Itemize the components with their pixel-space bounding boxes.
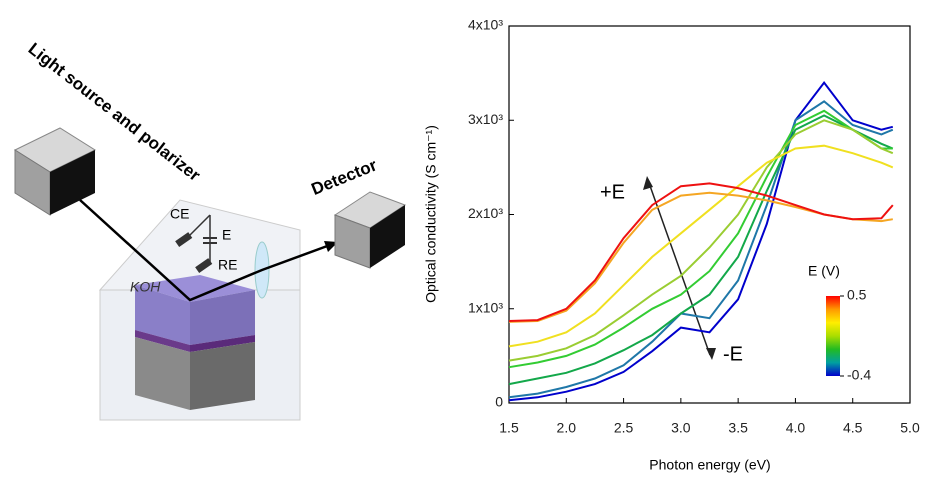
colorbar-tick-label: 0.5 bbox=[847, 287, 867, 303]
y-tick-label: 0 bbox=[495, 394, 503, 410]
series-line bbox=[508, 144, 894, 348]
series-line bbox=[508, 114, 894, 386]
setup-diagram: Light source and polarizer Detector CE E… bbox=[13, 39, 407, 421]
electrode-label: E bbox=[222, 227, 231, 243]
series-line bbox=[508, 109, 893, 369]
colorbar-title: E (V) bbox=[808, 263, 840, 279]
x-tick-label: 1.5 bbox=[499, 420, 519, 436]
y-tick-label: 3x10³ bbox=[468, 111, 503, 127]
series-line bbox=[508, 80, 894, 402]
series-line bbox=[508, 182, 894, 322]
annotation-arrow bbox=[648, 182, 711, 356]
y-tick-label: 1x10³ bbox=[468, 299, 503, 315]
electrode-label: RE bbox=[218, 257, 237, 273]
series-line bbox=[508, 100, 894, 399]
x-tick-label: 3.5 bbox=[728, 420, 748, 436]
x-tick-label: 5.0 bbox=[900, 420, 920, 436]
x-tick-label: 4.0 bbox=[786, 420, 806, 436]
x-tick-label: 2.5 bbox=[614, 420, 634, 436]
arrow-head bbox=[643, 176, 653, 190]
annotation: -E bbox=[723, 343, 743, 365]
y-tick-label: 2x10³ bbox=[468, 205, 503, 221]
x-tick-label: 2.0 bbox=[557, 420, 577, 436]
annotation: +E bbox=[600, 181, 625, 203]
x-axis-title: Photon energy (eV) bbox=[649, 457, 770, 473]
x-tick-label: 4.5 bbox=[843, 420, 863, 436]
x-tick-label: 3.0 bbox=[671, 420, 691, 436]
electrolyte-label: KOH bbox=[130, 279, 161, 295]
y-tick-label: 4x10³ bbox=[468, 17, 503, 33]
colorbar-tick-label: -0.4 bbox=[847, 367, 871, 383]
y-axis-title: Optical conductivity (S cm⁻¹) bbox=[423, 125, 439, 303]
electrode-label: CE bbox=[170, 206, 189, 222]
arrow-head bbox=[706, 348, 716, 360]
series-line bbox=[508, 119, 894, 362]
colorbar bbox=[826, 296, 840, 376]
